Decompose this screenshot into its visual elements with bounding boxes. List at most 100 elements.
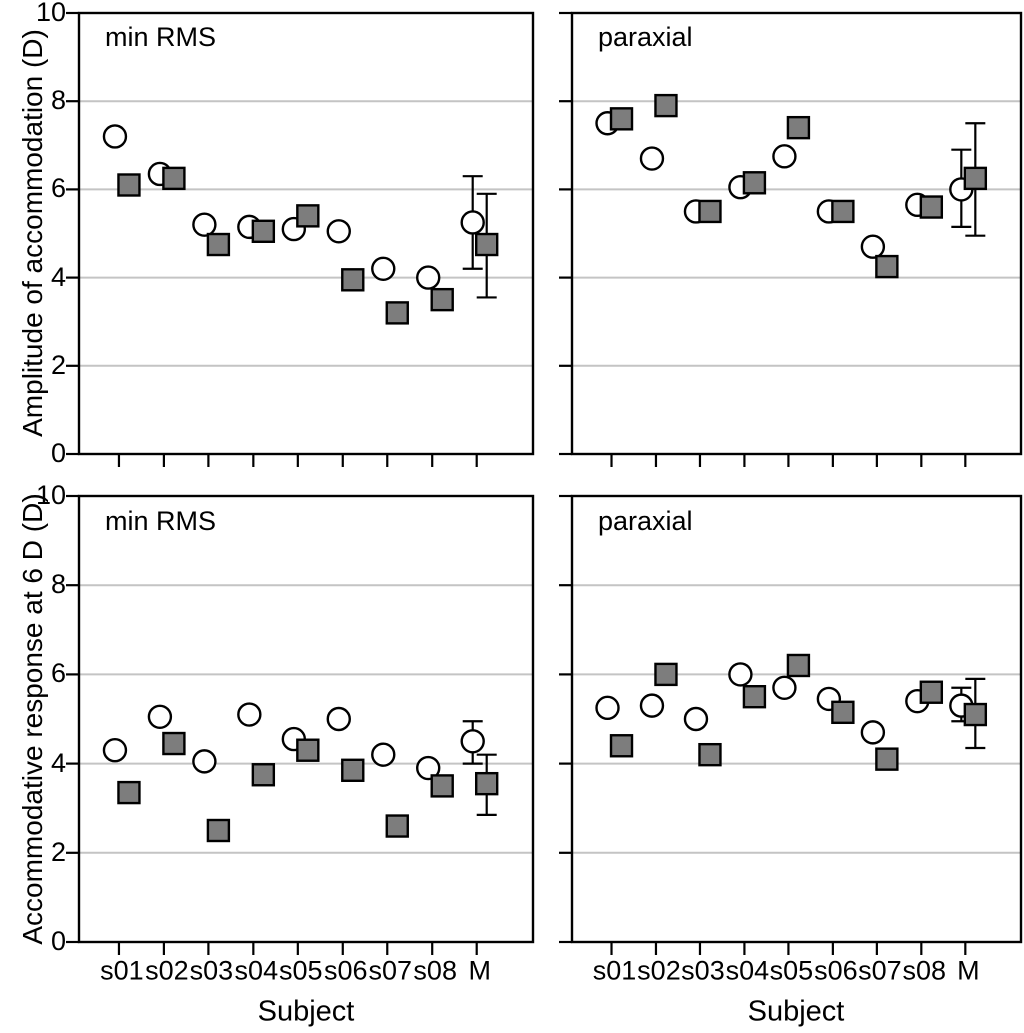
data-point-square — [963, 702, 988, 727]
data-point-square — [162, 731, 186, 756]
data-point-circle — [102, 124, 128, 149]
data-point-circle — [639, 146, 665, 171]
data-point-square — [963, 166, 988, 191]
panel-frame — [77, 494, 535, 944]
data-point-square — [742, 171, 767, 195]
data-point-square — [698, 199, 722, 224]
data-point-square — [475, 771, 499, 796]
y-tick-label: 2 — [50, 349, 66, 380]
data-point-square — [786, 115, 811, 140]
y-tick-label: 6 — [50, 658, 66, 689]
x-tick-label: s01 — [100, 955, 144, 986]
y-tick-label: 10 — [35, 479, 66, 510]
data-point-circle — [102, 738, 128, 763]
data-point-square — [831, 700, 855, 725]
data-point-circle — [860, 720, 886, 745]
data-point-square — [475, 232, 499, 257]
x-tick-label: s02 — [145, 955, 189, 986]
data-point-circle — [326, 219, 351, 244]
data-point-square — [385, 301, 409, 325]
data-point-square — [296, 738, 320, 762]
x-tick-label: s03 — [189, 955, 234, 986]
panel-label-bottom-right: paraxial — [598, 506, 693, 536]
panel-label-bottom-left: min RMS — [105, 506, 217, 536]
data-point-circle — [371, 742, 396, 767]
y-tick-label: 0 — [50, 925, 66, 956]
data-point-square — [609, 734, 634, 758]
data-point-square — [786, 653, 811, 678]
data-point-circle — [192, 749, 217, 774]
data-point-square — [385, 814, 409, 838]
data-point-square — [117, 173, 141, 197]
data-point-square — [698, 742, 722, 767]
x-tick-label: M — [957, 955, 980, 986]
y-tick-label: 8 — [50, 85, 66, 116]
data-point-circle — [860, 234, 886, 259]
x-tick-label: s06 — [814, 955, 858, 986]
data-point-square — [875, 254, 899, 279]
panel-label-top-right: paraxial — [598, 22, 693, 52]
data-point-square — [341, 268, 365, 292]
data-point-circle — [595, 695, 620, 721]
data-point-square — [919, 195, 944, 219]
data-point-circle — [371, 256, 396, 281]
data-point-circle — [683, 706, 709, 732]
data-point-square — [875, 747, 899, 771]
data-point-square — [117, 780, 141, 805]
data-point-square — [654, 662, 678, 687]
x-tick-label: s06 — [323, 955, 368, 986]
x-tick-label: s07 — [368, 955, 413, 986]
x-tick-label: s04 — [234, 955, 279, 986]
data-point-circle — [416, 265, 441, 290]
data-point-square — [251, 763, 276, 787]
data-point-circle — [772, 144, 797, 169]
panel-frame — [570, 494, 1023, 944]
data-point-square — [430, 287, 454, 312]
panel-frame — [77, 11, 535, 456]
data-point-circle — [416, 755, 441, 781]
x-tick-label: s01 — [592, 955, 637, 986]
y-tick-label: 6 — [50, 173, 66, 204]
data-point-square — [430, 774, 454, 798]
data-point-square — [162, 166, 186, 191]
data-point-circle — [639, 693, 665, 718]
x-tick-label: s07 — [858, 955, 902, 986]
data-point-square — [609, 107, 634, 131]
x-tick-label: s05 — [279, 955, 323, 986]
x-tick-label: M — [468, 955, 491, 986]
data-point-circle — [237, 702, 262, 727]
x-tick-label: s08 — [413, 955, 457, 986]
data-point-circle — [192, 212, 217, 237]
y-tick-label: 0 — [50, 437, 66, 468]
x-axis-title-right: Subject — [747, 995, 845, 1028]
y-tick-label: 8 — [50, 569, 66, 600]
data-point-circle — [728, 662, 753, 687]
y-axis-title-bottom: Accommodative response at 6 D (D) — [17, 493, 48, 945]
data-point-square — [296, 204, 320, 228]
y-tick-label: 4 — [50, 747, 66, 778]
data-point-circle — [326, 706, 351, 732]
y-tick-label: 4 — [50, 261, 66, 292]
x-tick-label: s03 — [681, 955, 725, 986]
data-point-square — [919, 680, 944, 704]
x-axis-title-left: Subject — [257, 995, 355, 1028]
x-tick-label: s02 — [637, 955, 681, 986]
x-tick-label: s05 — [769, 955, 814, 986]
data-point-square — [742, 685, 767, 709]
panel-frame — [570, 11, 1023, 456]
data-point-square — [206, 818, 231, 843]
data-point-square — [206, 232, 231, 257]
data-point-circle — [460, 210, 485, 235]
x-tick-label: s04 — [725, 955, 770, 986]
x-tick-label: s08 — [902, 955, 947, 986]
y-tick-label: 10 — [35, 0, 66, 27]
panel-label-top-left: min RMS — [105, 22, 217, 52]
data-point-square — [341, 758, 365, 782]
data-point-circle — [772, 675, 797, 700]
data-point-circle — [147, 704, 173, 729]
data-point-square — [251, 219, 276, 243]
data-point-square — [654, 93, 678, 118]
y-tick-label: 2 — [50, 836, 66, 867]
